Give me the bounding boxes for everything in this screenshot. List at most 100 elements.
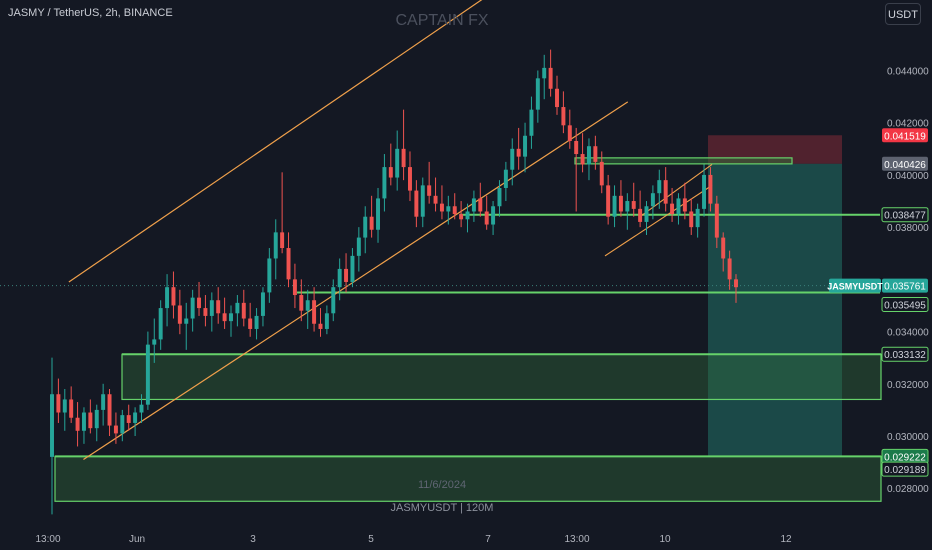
candle-body — [363, 216, 368, 238]
price-tag-label: 0.029222 — [884, 452, 926, 463]
candle-body — [133, 412, 138, 423]
price-tag-label: 0.038477 — [884, 211, 926, 222]
candle-body — [491, 206, 496, 225]
candle-body — [702, 174, 707, 209]
candle-body — [312, 300, 317, 324]
candle-body — [638, 208, 643, 222]
price-tag-label: 0.033132 — [884, 350, 926, 361]
candle-body — [50, 394, 54, 457]
candle-body — [216, 300, 221, 314]
candle-body — [222, 313, 227, 322]
candle-body — [484, 211, 489, 225]
candle-body — [280, 232, 285, 249]
candle-body — [69, 399, 74, 418]
channel-lower-line[interactable] — [83, 101, 629, 461]
candle-body — [574, 140, 579, 155]
candle-body — [708, 174, 713, 204]
candle-body — [644, 206, 649, 222]
candle-body — [56, 394, 61, 413]
candle-body — [94, 409, 99, 429]
upper-demand-zone[interactable] — [121, 353, 882, 401]
candle-body — [229, 313, 233, 322]
price-tag — [881, 207, 929, 223]
candle-body — [721, 237, 726, 259]
candle-body — [657, 180, 662, 194]
candle-body — [273, 232, 278, 259]
candle-body — [158, 308, 163, 340]
candle-body — [606, 185, 611, 217]
candle-body — [401, 148, 406, 168]
candle-body — [510, 148, 515, 170]
candle-body — [561, 107, 566, 126]
x-axis-tick-label: 7 — [485, 534, 491, 545]
x-axis-tick-label: Jun — [129, 534, 145, 545]
candle-body — [427, 185, 432, 196]
candle-body — [631, 201, 636, 209]
candle-body — [676, 198, 681, 215]
candle-body — [420, 185, 425, 217]
candle-body — [593, 146, 598, 162]
candle-body — [497, 187, 502, 207]
price-tag-label: 0.035761 — [884, 282, 926, 293]
y-axis-tick-label: 0.030000 — [887, 432, 929, 443]
currency-button[interactable]: USDT — [885, 3, 921, 25]
candle-body — [152, 339, 157, 345]
y-axis-tick-label: 0.028000 — [887, 484, 929, 495]
candle-body — [478, 198, 483, 212]
candle-body — [241, 302, 246, 319]
candle-body — [376, 198, 381, 230]
candle-body — [235, 302, 240, 314]
candle-body — [612, 195, 617, 217]
supply-line[interactable] — [574, 157, 793, 165]
candle-body — [81, 412, 86, 431]
candle-body — [542, 67, 547, 79]
take-profit-zone[interactable] — [708, 163, 842, 457]
symbol-tag — [829, 278, 881, 293]
x-axis-tick-label: 10 — [659, 534, 671, 545]
candle-body — [171, 287, 176, 306]
candle-body — [734, 279, 738, 288]
candle-body — [139, 404, 144, 413]
candle-body — [75, 417, 80, 431]
candle-body — [248, 318, 253, 329]
candle-body — [107, 394, 112, 426]
candle-body — [299, 295, 304, 311]
candle-body — [331, 287, 336, 314]
price-tag-label: 0.035495 — [884, 301, 926, 312]
candle-body — [529, 109, 534, 136]
candle-body — [650, 193, 655, 207]
candle-body — [145, 344, 150, 405]
lower-demand-zone[interactable] — [54, 455, 882, 502]
candle-body — [190, 297, 195, 319]
symbol-title: JASMY / TetherUS, 2h, BINANCE — [8, 7, 173, 19]
price-tag-label: 0.040426 — [884, 160, 926, 171]
candle-body — [356, 237, 361, 256]
candle-body — [695, 208, 700, 228]
candle-body — [439, 203, 444, 212]
flag-upper-line[interactable] — [639, 164, 713, 218]
x-axis-tick-label: 5 — [368, 534, 374, 545]
price-tag — [882, 278, 928, 293]
candle-body — [350, 255, 355, 282]
candle-body — [670, 203, 675, 215]
candle-body — [471, 198, 476, 212]
candle-body — [177, 305, 182, 324]
x-axis-tick-label: 12 — [780, 534, 792, 545]
channel-upper-line[interactable] — [68, 0, 497, 283]
y-axis-tick-label: 0.038000 — [887, 223, 929, 234]
candle-body — [452, 206, 457, 215]
x-axis-tick-label: 3 — [250, 534, 256, 545]
candle-body — [586, 146, 591, 165]
candle-body — [727, 258, 732, 280]
candle-body — [388, 167, 393, 178]
candle-body — [682, 198, 687, 212]
candle-body — [113, 425, 118, 434]
price-tag-label: 0.041519 — [884, 131, 926, 142]
flag-lower-line[interactable] — [604, 184, 713, 257]
candle-body — [260, 292, 265, 316]
candle-body — [433, 195, 438, 204]
author-watermark: CAPTAIN FX — [395, 12, 489, 29]
symbol-tag-label: JASMYUSDT — [827, 282, 883, 292]
